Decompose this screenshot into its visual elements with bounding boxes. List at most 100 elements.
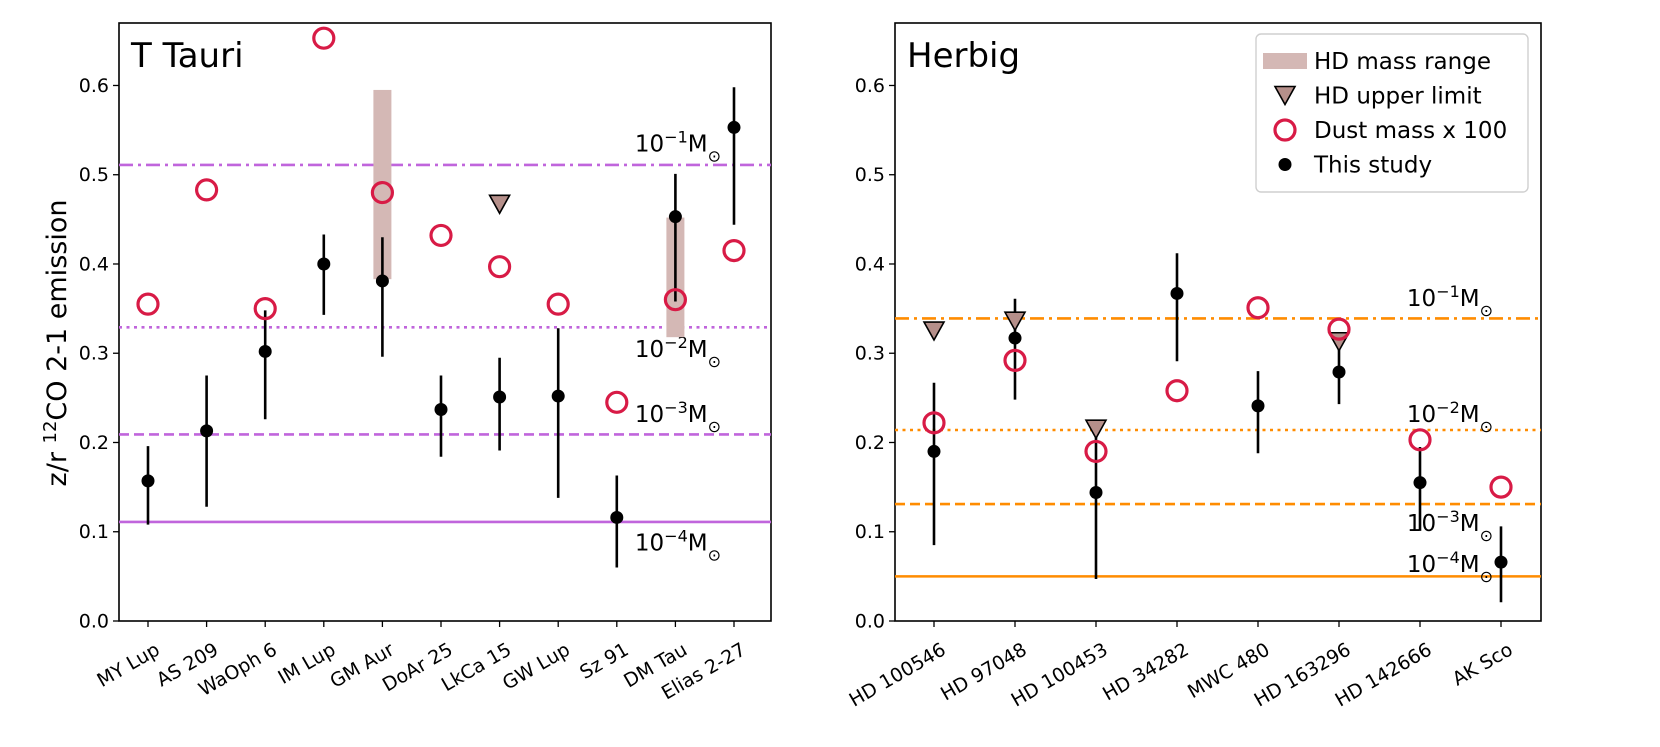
ref-exponent: −4 — [664, 526, 688, 545]
this-study-point — [434, 402, 448, 416]
this-study-point — [1170, 286, 1184, 300]
ref-unit: M — [1460, 511, 1480, 537]
ref-unit: M — [688, 402, 708, 428]
y-tick-label: 0.5 — [79, 164, 109, 186]
legend-label: This study — [1313, 153, 1432, 179]
dust-mass-marker — [253, 297, 277, 321]
dust-mass-marker — [1084, 439, 1108, 464]
this-study-point — [200, 424, 214, 438]
this-study-point — [317, 257, 331, 271]
this-study-point — [258, 344, 272, 358]
legend-swatch-hd-upper-limit — [1273, 85, 1297, 107]
reference-line-label: 10−3M⊙ — [1407, 506, 1493, 544]
y-tick-label: 0.1 — [79, 521, 109, 543]
y-tick-label: 0.6 — [855, 75, 885, 97]
this-study-point — [1008, 331, 1022, 345]
y-axis-label: z/r 12CO 2-1 emission — [40, 200, 74, 487]
ref-unit: M — [688, 530, 708, 556]
dust-mass-marker — [663, 288, 688, 312]
y-tick-label: 0.4 — [855, 253, 885, 275]
legend-label: HD upper limit — [1314, 84, 1482, 110]
dust-mass-marker — [136, 292, 160, 316]
this-study-point — [668, 210, 682, 224]
plot-frame — [118, 22, 772, 622]
hd-upper-limit-marker — [1003, 311, 1027, 332]
panel-t-tauri: 0.00.10.20.30.40.50.610−1M⊙10−2M⊙10−3M⊙1… — [79, 22, 772, 704]
this-study-point — [610, 510, 624, 524]
this-study-point — [493, 390, 507, 404]
x-tick-label: MY Lup — [93, 639, 163, 692]
ref-unit: M — [688, 131, 708, 157]
ref-exponent: −4 — [1436, 547, 1460, 566]
ref-mantissa: 10 — [1407, 402, 1436, 428]
reference-line-label: 10−4M⊙ — [635, 526, 721, 564]
ref-exponent: −3 — [1436, 506, 1460, 525]
ref-exponent: −1 — [1436, 281, 1460, 300]
y-tick-label: 0.4 — [79, 253, 109, 275]
y-tick-label: 0.3 — [855, 343, 885, 365]
ref-exponent: −2 — [1436, 397, 1460, 416]
legend-label: Dust mass x 100 — [1314, 118, 1507, 144]
dust-mass-marker — [195, 178, 219, 202]
ref-sub: ⊙ — [708, 146, 721, 165]
dust-mass-marker — [1165, 379, 1189, 403]
ref-unit: M — [1460, 402, 1480, 428]
ref-exponent: −1 — [664, 127, 688, 146]
reference-line-label: 10−2M⊙ — [635, 332, 721, 370]
y-tick-label: 0.6 — [79, 75, 109, 97]
dust-mass-marker — [429, 223, 453, 248]
plot-frame — [894, 22, 1542, 622]
y-tick-label: 0.2 — [79, 432, 109, 454]
this-study-point — [727, 120, 741, 134]
ref-sub: ⊙ — [1480, 416, 1493, 435]
ref-unit: M — [1460, 552, 1480, 578]
this-study-point — [551, 389, 565, 403]
reference-line-label: 10−1M⊙ — [1407, 281, 1493, 319]
panel-title: T Tauri — [130, 36, 244, 76]
dust-mass-marker — [1246, 296, 1270, 320]
panel-title: Herbig — [907, 36, 1020, 76]
ref-mantissa: 10 — [635, 530, 664, 556]
this-study-point — [927, 444, 941, 458]
ref-sub: ⊙ — [1480, 566, 1493, 585]
y-tick-label: 0.5 — [855, 164, 885, 186]
ref-unit: M — [688, 337, 708, 363]
ref-mantissa: 10 — [635, 402, 664, 428]
x-tick-label: AK Sco — [1449, 639, 1517, 691]
ref-sub: ⊙ — [708, 545, 721, 564]
x-tick-label: HD 34282 — [1099, 639, 1193, 706]
ref-sub: ⊙ — [708, 416, 721, 435]
legend-label: HD mass range — [1314, 49, 1491, 75]
dust-mass-marker — [1489, 475, 1513, 499]
y-tick-label: 0.0 — [855, 611, 885, 633]
legend-swatch-dust — [1273, 118, 1297, 142]
dust-mass-marker — [546, 292, 570, 316]
reference-line-label: 10−4M⊙ — [1407, 547, 1493, 585]
this-study-point — [1251, 399, 1265, 413]
y-tick-label: 0.0 — [79, 611, 109, 633]
ref-sub: ⊙ — [708, 351, 721, 370]
hd-mass-range-bar — [373, 89, 392, 280]
ref-mantissa: 10 — [1407, 511, 1436, 537]
ref-mantissa: 10 — [635, 337, 664, 363]
ref-sub: ⊙ — [1480, 525, 1493, 544]
hd-upper-limit-marker — [1084, 419, 1108, 440]
legend-swatch-this-study — [1278, 158, 1292, 171]
ref-sub: ⊙ — [1480, 300, 1493, 319]
y-tick-label: 0.3 — [79, 343, 109, 365]
legend-swatch-hd-range — [1263, 53, 1307, 69]
ref-mantissa: 10 — [1407, 286, 1436, 312]
dust-mass-marker — [1327, 317, 1351, 341]
x-tick-label: IM Lup — [274, 639, 339, 689]
this-study-point — [1413, 476, 1427, 490]
dust-mass-marker — [488, 255, 512, 279]
hd-upper-limit-marker — [488, 194, 511, 215]
x-tick-label: HD 100546 — [846, 639, 950, 712]
legend: HD mass range HD upper limit Dust mass x 1… — [1255, 33, 1529, 193]
this-study-point — [1089, 485, 1103, 499]
this-study-point — [141, 474, 155, 488]
dust-mass-marker — [1003, 348, 1027, 372]
this-study-point — [1494, 555, 1508, 569]
hd-upper-limit-marker — [922, 321, 946, 342]
